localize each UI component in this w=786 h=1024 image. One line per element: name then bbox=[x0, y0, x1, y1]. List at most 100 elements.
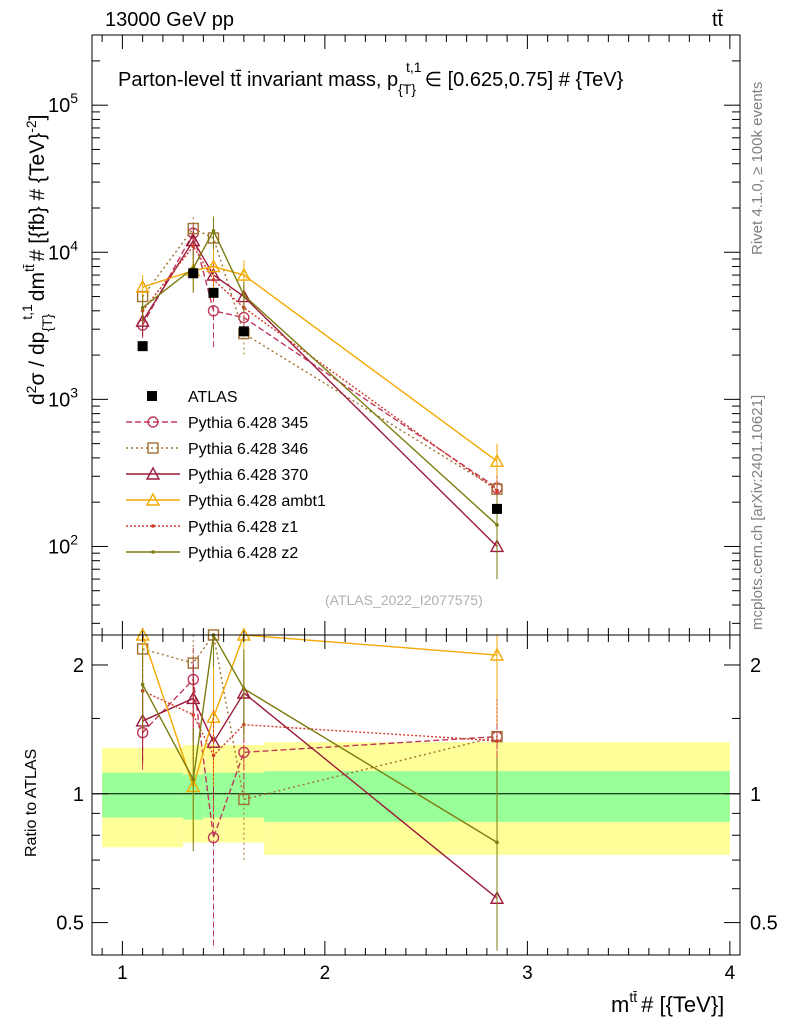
ratio-series-line-1 bbox=[142, 633, 498, 801]
legend-marker-4 bbox=[151, 524, 155, 528]
xlabel-m: m bbox=[611, 992, 629, 1017]
ylabel-close: ] bbox=[26, 114, 49, 120]
y-tick-exponent: 3 bbox=[70, 384, 78, 400]
ratio-marker bbox=[495, 738, 499, 743]
xlabel-ttbar: tt̄ bbox=[629, 989, 637, 1005]
ratio-axis-ticks: 1 2 3 4 0.5 0.5 1 1 2 2 bbox=[56, 635, 778, 984]
plot-title-tail: ∈ [0.625,0.75] # {TeV} bbox=[425, 69, 624, 91]
analysis-watermark: (ATLAS_2022_I2077575) bbox=[325, 592, 483, 608]
series-marker bbox=[495, 488, 499, 493]
side-url-label: mcplots.cern.ch [arXiv:2401.10621] bbox=[749, 395, 766, 630]
ratio-marker bbox=[211, 753, 216, 758]
series-marker bbox=[489, 453, 505, 467]
y-tick-base: 10 bbox=[48, 242, 70, 264]
atlas-data-point bbox=[492, 503, 502, 514]
y-tick-label: 104 bbox=[48, 237, 78, 264]
legend-label-5: Pythia 6.428 z2 bbox=[188, 545, 298, 562]
xlabel-units: # [{TeV}] bbox=[641, 992, 724, 1017]
y-tick-label: 105 bbox=[48, 90, 78, 117]
series-marker bbox=[211, 277, 216, 282]
ratio-marker bbox=[495, 840, 499, 845]
legend-label-atlas: ATLAS bbox=[188, 389, 238, 406]
ylabel-units: # [{fb} # {TeV} bbox=[26, 133, 49, 261]
y-tick-label: 103 bbox=[48, 384, 78, 411]
ratio-marker bbox=[140, 682, 145, 687]
ratio-tick-label-right: 2 bbox=[750, 655, 761, 677]
ratio-series-line-0 bbox=[142, 677, 498, 838]
header-process: tt̄ bbox=[712, 9, 724, 31]
series-marker bbox=[495, 523, 499, 527]
y-tick-exponent: 2 bbox=[70, 531, 78, 547]
legend-label-2: Pythia 6.428 370 bbox=[188, 467, 308, 484]
series-marker bbox=[242, 293, 246, 298]
y-tick-base: 10 bbox=[48, 389, 70, 411]
legend-label-4: Pythia 6.428 z1 bbox=[188, 519, 298, 536]
series-marker bbox=[211, 228, 216, 233]
atlas-data-point bbox=[137, 341, 148, 352]
ylabel-dm: dm bbox=[26, 272, 49, 301]
legend-marker-atlas bbox=[147, 391, 157, 401]
ratio-tick-label-right: 0.5 bbox=[750, 913, 778, 935]
plot-title-sub: {T} bbox=[398, 81, 416, 97]
series-marker bbox=[206, 259, 221, 273]
legend-label-3: Pythia 6.428 ambt1 bbox=[188, 493, 326, 510]
x-tick-label: 1 bbox=[117, 963, 128, 984]
legend-label-1: Pythia 6.428 346 bbox=[188, 441, 308, 458]
x-axis-label: mtt̄ # [{TeV}] bbox=[611, 989, 724, 1017]
side-rivet-label: Rivet 4.1.0, ≥ 100k events bbox=[749, 82, 766, 255]
ratio-tick-label: 0.5 bbox=[56, 913, 84, 935]
plot-title-main: Parton-level tt̄ invariant mass, p bbox=[118, 69, 398, 91]
plot-title: Parton-level tt̄ invariant mass, p{T} t,1… bbox=[118, 59, 624, 97]
series-marker bbox=[135, 313, 150, 327]
x-tick-label: 4 bbox=[725, 963, 736, 984]
legend: ATLAS Pythia 6.428 345 Pythia 6.428 346 Pyt… bbox=[126, 389, 326, 562]
series-marker bbox=[135, 279, 150, 293]
plot-title-sup: t,1 bbox=[406, 59, 422, 75]
ratio-plot-frame bbox=[91, 634, 741, 956]
legend-marker-0 bbox=[147, 416, 159, 428]
series-marker bbox=[140, 305, 145, 310]
y-tick-base: 10 bbox=[48, 536, 70, 558]
ratio-marker bbox=[238, 793, 250, 806]
ylabel-T: {T} bbox=[39, 313, 55, 331]
legend-marker-1 bbox=[147, 442, 159, 454]
x-tick-label: 2 bbox=[320, 963, 331, 984]
series-marker bbox=[191, 244, 196, 248]
atlas-data-point bbox=[208, 287, 219, 298]
ylabel-ttbar: tt̄ bbox=[21, 264, 37, 272]
ratio-y-axis-label: Ratio to ATLAS bbox=[23, 749, 40, 857]
y-tick-exponent: 5 bbox=[70, 90, 78, 106]
series-marker bbox=[207, 305, 220, 317]
ratio-marker bbox=[186, 691, 201, 705]
ratio-marker bbox=[242, 686, 246, 691]
ratio-marker bbox=[489, 647, 505, 661]
ylabel-t1: t,1 bbox=[19, 304, 35, 320]
x-tick-label: 3 bbox=[522, 963, 533, 984]
ylabel-2: 2 bbox=[23, 385, 39, 393]
series-marker bbox=[236, 267, 252, 281]
main-y-axis-label: d2σ / dp{T}t,1 dmtt̄ # [{fb} # {TeV}-2] bbox=[19, 114, 55, 405]
ratio-marker bbox=[191, 712, 196, 717]
atlas-data-points bbox=[137, 268, 502, 514]
ratio-tick-label-right: 1 bbox=[750, 784, 761, 806]
legend-marker-5 bbox=[151, 550, 155, 554]
y-tick-label: 102 bbox=[48, 531, 78, 558]
ratio-marker bbox=[191, 777, 196, 782]
ratio-tick-label: 2 bbox=[73, 655, 84, 677]
atlas-data-point bbox=[188, 268, 199, 279]
ratio-tick-label: 1 bbox=[73, 784, 84, 806]
ratio-band-inner bbox=[102, 772, 184, 818]
legend-label-0: Pythia 6.428 345 bbox=[188, 415, 308, 432]
ylabel-sigma: σ / dp bbox=[26, 332, 49, 386]
legend-marker-3 bbox=[145, 492, 161, 506]
ylabel-minus2: -2 bbox=[23, 120, 39, 133]
y-tick-base: 10 bbox=[48, 95, 70, 117]
ratio-plot-panel: 1 2 3 4 0.5 0.5 1 1 2 2 bbox=[56, 627, 778, 984]
y-tick-exponent: 4 bbox=[70, 237, 78, 253]
ylabel-d: d bbox=[26, 393, 49, 405]
legend-marker-2 bbox=[145, 466, 161, 480]
ratio-marker bbox=[207, 831, 220, 844]
